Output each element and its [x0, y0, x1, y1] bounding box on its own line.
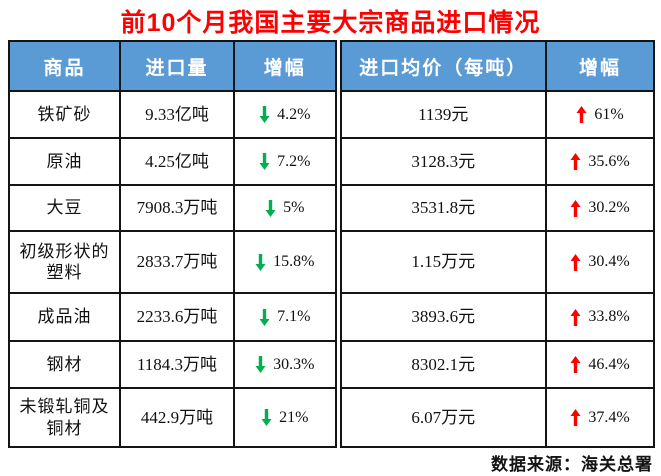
price-change-cell: 33.8% [545, 292, 655, 342]
table-row: 成品油 2233.6万吨 7.1% 3893.6元 33.8% [8, 292, 655, 342]
arrow-down-icon [255, 356, 266, 373]
volume-change-value: 15.8% [273, 253, 315, 270]
volume-cell: 1184.3万吨 [119, 340, 235, 389]
price-change-value: 33.8% [588, 308, 630, 325]
price-cell: 3128.3元 [334, 137, 547, 186]
page-title: 前10个月我国主要大宗商品进口情况 [120, 9, 541, 37]
price-change-value: 30.2% [588, 199, 630, 216]
price-cell: 3893.6元 [334, 292, 547, 342]
volume-change-cell: 30.3% [233, 340, 339, 389]
table-row: 未锻轧铜及铜材 442.9万吨 21% 6.07万元 37.4% [8, 387, 655, 448]
commodity-cell: 初级形状的塑料 [8, 230, 121, 294]
volume-change-value: 4.2% [277, 105, 311, 123]
price-change-cell: 61% [545, 90, 655, 139]
arrow-down-icon [255, 253, 266, 271]
header-row: 商品 进口量 增幅 进口均价（每吨） 增幅 [8, 40, 655, 92]
arrow-up-icon [570, 253, 581, 271]
arrow-down-icon [265, 199, 276, 217]
arrow-up-icon [570, 199, 581, 217]
volume-change-value: 7.2% [277, 152, 311, 170]
volume-change-cell: 21% [233, 387, 339, 448]
price-cell: 3531.8元 [334, 184, 547, 232]
volume-change-cell: 7.1% [233, 292, 339, 342]
arrow-up-icon [570, 308, 581, 326]
commodity-cell: 铁矿砂 [8, 90, 121, 139]
arrow-up-icon [570, 153, 581, 170]
table-row: 铁矿砂 9.33亿吨 4.2% 1139元 61% [8, 90, 655, 139]
volume-change-value: 5% [283, 199, 305, 216]
volume-change-cell: 7.2% [233, 137, 339, 186]
column-header-import-volume: 进口量 [119, 40, 235, 92]
price-cell: 8302.1元 [334, 340, 547, 389]
price-change-cell: 35.6% [545, 137, 655, 186]
volume-cell: 7908.3万吨 [119, 184, 235, 232]
column-header-volume-change: 增幅 [233, 40, 339, 92]
volume-change-cell: 5% [233, 184, 339, 232]
table-row: 钢材 1184.3万吨 30.3% 8302.1元 46.4% [8, 340, 655, 389]
arrow-down-icon [261, 409, 272, 426]
volume-cell: 2833.7万吨 [119, 230, 235, 294]
data-source-note: 数据来源：海关总署 [491, 455, 653, 474]
volume-change-cell: 15.8% [233, 230, 339, 294]
price-change-value: 61% [594, 105, 624, 123]
volume-cell: 442.9万吨 [119, 387, 235, 448]
price-change-value: 30.4% [588, 253, 630, 270]
volume-change-value: 30.3% [273, 355, 315, 373]
import-data-table: 商品 进口量 增幅 进口均价（每吨） 增幅 铁矿砂 9.33亿吨 4.2% 11… [8, 40, 655, 448]
table-row: 初级形状的塑料 2833.7万吨 15.8% 1.15万元 30.4% [8, 230, 655, 294]
column-header-commodity: 商品 [8, 40, 121, 92]
volume-change-cell: 4.2% [233, 90, 339, 139]
commodity-cell: 钢材 [8, 340, 121, 389]
volume-cell: 9.33亿吨 [119, 90, 235, 139]
table-row: 原油 4.25亿吨 7.2% 3128.3元 35.6% [8, 137, 655, 186]
arrow-up-icon [576, 106, 587, 123]
volume-cell: 2233.6万吨 [119, 292, 235, 342]
arrow-up-icon [570, 356, 581, 373]
arrow-down-icon [259, 308, 270, 326]
price-cell: 1.15万元 [334, 230, 547, 294]
commodity-cell: 大豆 [8, 184, 121, 232]
commodity-cell: 原油 [8, 137, 121, 186]
arrow-up-icon [570, 409, 581, 426]
volume-change-value: 7.1% [277, 308, 311, 325]
price-change-cell: 37.4% [545, 387, 655, 448]
price-change-cell: 30.4% [545, 230, 655, 294]
volume-cell: 4.25亿吨 [119, 137, 235, 186]
price-change-value: 46.4% [588, 355, 630, 373]
price-change-cell: 30.2% [545, 184, 655, 232]
price-cell: 1139元 [334, 90, 547, 139]
price-cell: 6.07万元 [334, 387, 547, 448]
commodity-cell: 成品油 [8, 292, 121, 342]
price-change-value: 35.6% [588, 152, 630, 170]
volume-change-value: 21% [279, 408, 309, 426]
arrow-down-icon [259, 106, 270, 123]
table-row: 大豆 7908.3万吨 5% 3531.8元 30.2% [8, 184, 655, 232]
column-header-price-change: 增幅 [545, 40, 655, 92]
column-header-avg-price: 进口均价（每吨） [334, 40, 547, 92]
price-change-cell: 46.4% [545, 340, 655, 389]
commodity-cell: 未锻轧铜及铜材 [8, 387, 121, 448]
arrow-down-icon [259, 153, 270, 170]
price-change-value: 37.4% [588, 408, 630, 426]
